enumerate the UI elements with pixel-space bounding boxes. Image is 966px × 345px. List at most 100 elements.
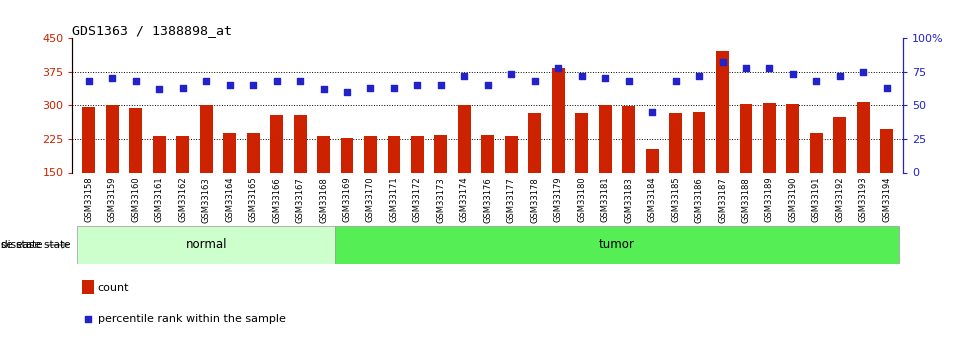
Text: GSM33181: GSM33181	[601, 177, 610, 223]
Text: GSM33173: GSM33173	[437, 177, 445, 223]
Text: disease state: disease state	[1, 240, 71, 250]
Bar	[575, 113, 588, 240]
Bar	[341, 138, 354, 240]
Text: tumor: tumor	[599, 238, 635, 252]
Text: GSM33189: GSM33189	[765, 177, 774, 223]
Text: GSM33170: GSM33170	[366, 177, 375, 223]
Bar	[622, 106, 635, 240]
Point	[480, 82, 496, 88]
Bar	[528, 113, 541, 240]
Point	[809, 78, 824, 84]
Point	[81, 78, 97, 84]
Bar	[834, 117, 846, 240]
Bar	[77, 226, 335, 264]
Point	[856, 69, 871, 74]
Point	[175, 85, 190, 90]
Point	[128, 78, 144, 84]
Point	[715, 59, 730, 65]
Bar	[552, 68, 565, 240]
Text: percentile rank within the sample: percentile rank within the sample	[98, 314, 285, 324]
Bar	[810, 133, 823, 240]
Text: GSM33176: GSM33176	[483, 177, 493, 223]
Bar	[106, 105, 119, 240]
Text: GSM33165: GSM33165	[248, 177, 258, 223]
Text: GSM33179: GSM33179	[554, 177, 563, 223]
Bar	[246, 133, 260, 240]
Point	[879, 85, 895, 90]
Bar	[645, 149, 659, 240]
Text: GSM33174: GSM33174	[460, 177, 469, 223]
Text: count: count	[98, 283, 129, 293]
Point	[80, 316, 96, 322]
Text: GSM33188: GSM33188	[742, 177, 751, 223]
Bar	[317, 136, 330, 240]
Text: GSM33164: GSM33164	[225, 177, 234, 223]
Point	[762, 65, 778, 70]
Text: GSM33168: GSM33168	[319, 177, 328, 223]
Bar	[411, 136, 424, 240]
Point	[222, 82, 238, 88]
Text: GSM33178: GSM33178	[530, 177, 539, 223]
Point	[644, 109, 660, 115]
Bar	[435, 135, 447, 240]
Point	[410, 82, 425, 88]
Bar	[200, 105, 213, 240]
Point	[457, 73, 472, 78]
Bar	[387, 136, 401, 240]
Bar	[880, 129, 894, 240]
Bar	[153, 136, 166, 240]
Point	[503, 71, 519, 77]
Point	[527, 78, 543, 84]
Bar	[786, 104, 800, 240]
Point	[198, 78, 213, 84]
Bar	[763, 103, 776, 240]
Text: GSM33161: GSM33161	[155, 177, 164, 223]
Bar	[505, 136, 518, 240]
Bar	[223, 133, 236, 240]
Bar	[82, 107, 96, 240]
Text: GSM33159: GSM33159	[108, 177, 117, 222]
Bar	[335, 226, 898, 264]
Point	[621, 78, 637, 84]
Text: GSM33163: GSM33163	[202, 177, 211, 223]
Point	[386, 85, 402, 90]
Point	[316, 86, 331, 92]
Bar	[364, 136, 377, 240]
Text: GSM33184: GSM33184	[647, 177, 657, 223]
Text: GSM33158: GSM33158	[84, 177, 94, 223]
Point	[152, 86, 167, 92]
Point	[832, 73, 847, 78]
Text: GSM33191: GSM33191	[811, 177, 821, 222]
Point	[104, 76, 120, 81]
Text: GSM33171: GSM33171	[389, 177, 398, 223]
Text: GSM33185: GSM33185	[671, 177, 680, 223]
Text: GSM33180: GSM33180	[578, 177, 586, 223]
Text: GSM33166: GSM33166	[272, 177, 281, 223]
Text: GSM33193: GSM33193	[859, 177, 867, 223]
Text: normal: normal	[185, 238, 227, 252]
Point	[692, 73, 707, 78]
Bar	[716, 51, 729, 240]
Bar	[669, 113, 682, 240]
Text: GSM33192: GSM33192	[836, 177, 844, 222]
Bar	[129, 108, 142, 240]
Text: GSM33194: GSM33194	[882, 177, 892, 222]
Text: GSM33186: GSM33186	[695, 177, 703, 223]
Text: disease state: disease state	[0, 240, 43, 250]
Point	[293, 78, 308, 84]
Bar	[599, 105, 611, 240]
Text: GSM33169: GSM33169	[343, 177, 352, 223]
Bar	[740, 104, 753, 240]
Point	[245, 82, 261, 88]
Text: GSM33190: GSM33190	[788, 177, 797, 222]
Text: GSM33177: GSM33177	[507, 177, 516, 223]
Text: GSM33160: GSM33160	[131, 177, 140, 223]
Bar	[481, 135, 495, 240]
Point	[574, 73, 589, 78]
Point	[738, 65, 753, 70]
Point	[269, 78, 284, 84]
Text: GSM33172: GSM33172	[412, 177, 422, 223]
Point	[668, 78, 683, 84]
Text: GSM33183: GSM33183	[624, 177, 633, 223]
Text: GSM33187: GSM33187	[718, 177, 727, 223]
